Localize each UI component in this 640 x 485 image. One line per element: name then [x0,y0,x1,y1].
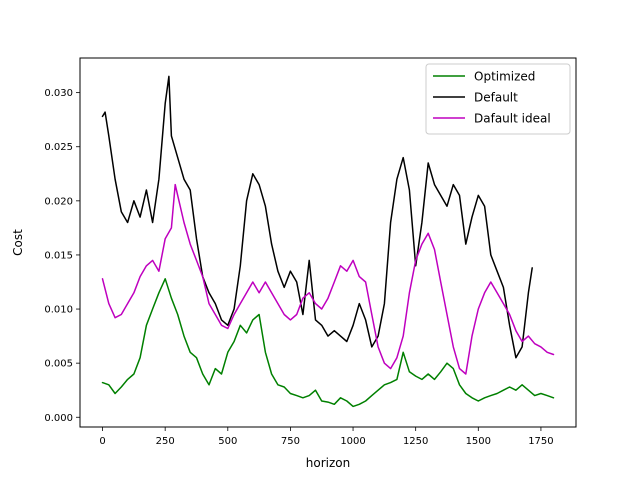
y-tick-label: 0.015 [44,250,73,261]
y-tick-label: 0.010 [44,305,73,316]
x-axis-label: horizon [306,456,350,470]
x-axis-ticks: 0 250 500 750 1000 1250 1500 1750 [99,427,554,447]
series-line-dafault-ideal [101,183,555,375]
legend-label-default-ideal: Dafault ideal [474,112,551,126]
series-layer [101,75,555,408]
x-tick-label: 500 [218,436,237,447]
series-line-default [101,75,533,359]
y-axis-label: Cost [11,229,25,256]
y-tick-label: 0.025 [44,142,73,153]
x-tick-label: 750 [281,436,300,447]
x-tick-label: 1750 [528,436,553,447]
y-tick-label: 0.005 [44,359,73,370]
x-tick-label: 1250 [403,436,428,447]
y-tick-label: 0.030 [44,88,73,99]
x-tick-label: 1000 [340,436,365,447]
x-tick-label: 250 [156,436,175,447]
legend-box [425,63,571,135]
y-axis-ticks: 0.000 0.005 0.010 0.015 0.020 0.025 0.030 [44,88,80,424]
x-tick-label: 0 [99,436,105,447]
x-tick-label: 1500 [466,436,491,447]
legend-label-optimized: Optimized [474,70,535,84]
y-tick-label: 0.000 [44,413,73,424]
series-line-optimized [101,278,555,408]
legend: Optimized Default Dafault ideal [425,63,571,135]
legend-label-default: Default [474,91,518,105]
plot-area-frame [79,57,577,428]
y-tick-label: 0.020 [44,196,73,207]
